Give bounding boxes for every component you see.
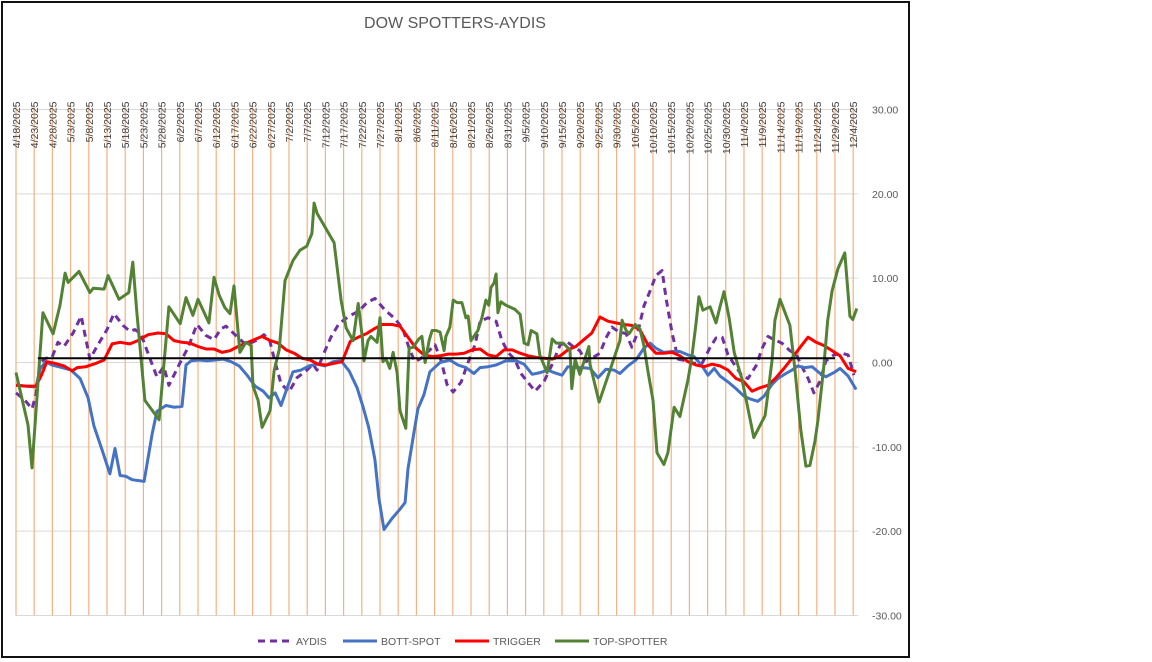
x-tick-label: 10/20/2025 xyxy=(684,101,696,154)
x-tick-label: 7/7/2025 xyxy=(302,101,314,142)
y-tick-label: 30.00 xyxy=(872,105,898,117)
y-axis-tick-labels: 30.00 20.00 10.00 0.00 -10.00 -20.00 -30.00 xyxy=(872,105,902,623)
x-tick-label: 9/15/2025 xyxy=(557,101,569,148)
y-tick-label: -20.00 xyxy=(872,526,902,538)
x-tick-label: 5/13/2025 xyxy=(102,101,114,148)
x-tick-label: 10/5/2025 xyxy=(630,101,642,148)
x-tick-label: 10/25/2025 xyxy=(703,101,715,154)
x-tick-label: 6/7/2025 xyxy=(193,101,205,142)
y-tick-label: -10.00 xyxy=(872,442,902,454)
x-tick-label: 6/12/2025 xyxy=(211,101,223,148)
x-tick-label: 4/18/2025 xyxy=(11,101,23,148)
x-tick-label: 8/16/2025 xyxy=(448,101,460,148)
horizontal-gridlines xyxy=(16,109,859,616)
x-tick-label: 7/12/2025 xyxy=(320,101,332,148)
x-tick-label: 4/28/2025 xyxy=(47,101,59,148)
x-tick-label: 11/29/2025 xyxy=(830,101,842,153)
x-tick-label: 10/15/2025 xyxy=(666,101,678,154)
x-tick-label: 9/20/2025 xyxy=(575,101,587,148)
x-tick-label: 12/4/2025 xyxy=(848,101,860,148)
y-tick-label: 20.00 xyxy=(872,189,898,201)
x-tick-label: 8/31/2025 xyxy=(502,101,514,148)
x-tick-label: 9/5/2025 xyxy=(521,101,533,142)
x-tick-label: 9/10/2025 xyxy=(539,101,551,148)
x-tick-label: 11/4/2025 xyxy=(739,101,751,147)
x-tick-label: 10/10/2025 xyxy=(648,101,660,154)
x-tick-label: 7/17/2025 xyxy=(339,101,351,148)
x-tick-label: 6/22/2025 xyxy=(248,101,260,148)
x-tick-label: 5/23/2025 xyxy=(138,101,150,148)
series-line-top-spotter xyxy=(14,201,859,470)
x-tick-label: 8/26/2025 xyxy=(484,101,496,148)
x-tick-label: 6/17/2025 xyxy=(229,101,241,148)
x-tick-label: 4/23/2025 xyxy=(29,101,41,148)
legend: AYDIS BOTT-SPOT TRIGGER TOP-SPOTTER xyxy=(258,636,668,648)
x-tick-label: 11/14/2025 xyxy=(775,101,787,153)
x-tick-label: 5/28/2025 xyxy=(157,101,169,148)
x-tick-label: 5/3/2025 xyxy=(66,101,78,142)
x-tick-label: 7/22/2025 xyxy=(357,101,369,148)
y-tick-label: 0.00 xyxy=(872,358,893,370)
y-tick-label: 10.00 xyxy=(872,273,898,285)
series-lines xyxy=(14,201,859,531)
chart-frame xyxy=(1,1,910,658)
x-tick-label: 9/30/2025 xyxy=(612,101,624,148)
x-tick-label: 5/18/2025 xyxy=(120,101,132,148)
x-axis-tick-labels: 4/18/2025 4/23/2025 4/28/2025 5/3/2025 5/8/2… xyxy=(11,101,860,154)
y-tick-label: -30.00 xyxy=(872,611,902,623)
legend-label: TOP-SPOTTER xyxy=(593,636,668,648)
x-tick-label: 6/27/2025 xyxy=(266,101,278,148)
x-tick-label: 11/24/2025 xyxy=(812,101,824,153)
x-tick-label: 7/2/2025 xyxy=(284,101,296,142)
x-tick-label: 6/2/2025 xyxy=(175,101,187,142)
x-tick-label: 5/8/2025 xyxy=(84,101,96,142)
x-tick-label: 8/1/2025 xyxy=(393,101,405,142)
x-tick-label: 8/6/2025 xyxy=(411,101,423,142)
series-line-aydis xyxy=(15,269,856,411)
legend-label: TRIGGER xyxy=(493,636,541,648)
x-tick-label: 11/19/2025 xyxy=(794,101,806,153)
legend-label: BOTT-SPOT xyxy=(381,636,441,648)
x-tick-label: 11/9/2025 xyxy=(757,101,769,147)
x-tick-label: 8/11/2025 xyxy=(430,101,442,147)
legend-label: AYDIS xyxy=(296,636,327,648)
x-tick-label: 7/27/2025 xyxy=(375,101,387,148)
chart-title: DOW SPOTTERS-AYDIS xyxy=(364,15,546,32)
x-tick-label: 8/21/2025 xyxy=(466,101,478,148)
x-tick-label: 9/25/2025 xyxy=(593,101,605,148)
x-tick-label: 10/30/2025 xyxy=(721,101,733,154)
